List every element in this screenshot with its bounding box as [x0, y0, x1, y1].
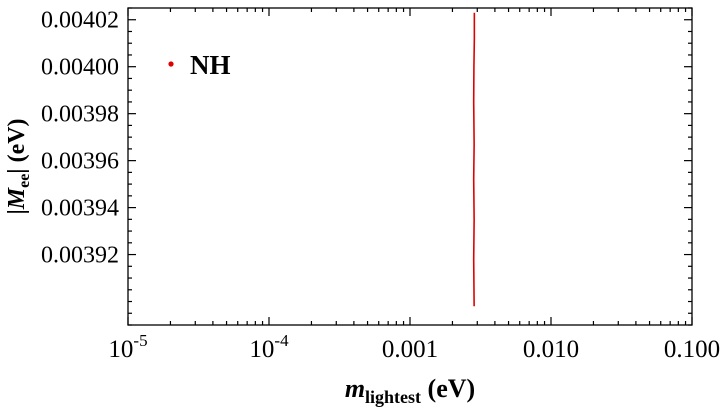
y-axis-title: |Mee| (eV): [4, 118, 33, 214]
y-tick-label: 0.00396: [41, 149, 119, 175]
y-tick-label: 0.00394: [41, 196, 119, 222]
x-axis-ticks: [127, 8, 693, 325]
x-axis-title: mlightest (eV): [345, 374, 475, 407]
x-tick-label: 0.010: [523, 336, 579, 363]
y-tick-label: 0.00398: [41, 102, 119, 128]
legend: NH: [168, 50, 231, 80]
x-tick-label: 10-4: [249, 331, 289, 363]
legend-label: NH: [190, 50, 231, 80]
y-tick-label: 0.00400: [41, 55, 119, 81]
legend-marker: [168, 61, 174, 67]
x-tick-label: 0.001: [382, 336, 438, 363]
y-tick-labels: 0.00392 0.00394 0.00396 0.00398 0.00400 0.004…: [41, 8, 119, 269]
y-tick-label: 0.00392: [41, 243, 119, 269]
x-tick-label: 0.100: [664, 336, 720, 363]
x-tick-label: 10-5: [108, 331, 147, 363]
data-series-nh: [472, 12, 476, 307]
y-tick-label: 0.00402: [41, 8, 119, 34]
x-tick-labels: 10-5 10-4 0.001 0.010 0.100: [108, 331, 720, 363]
y-axis-ticks: [128, 7, 692, 326]
